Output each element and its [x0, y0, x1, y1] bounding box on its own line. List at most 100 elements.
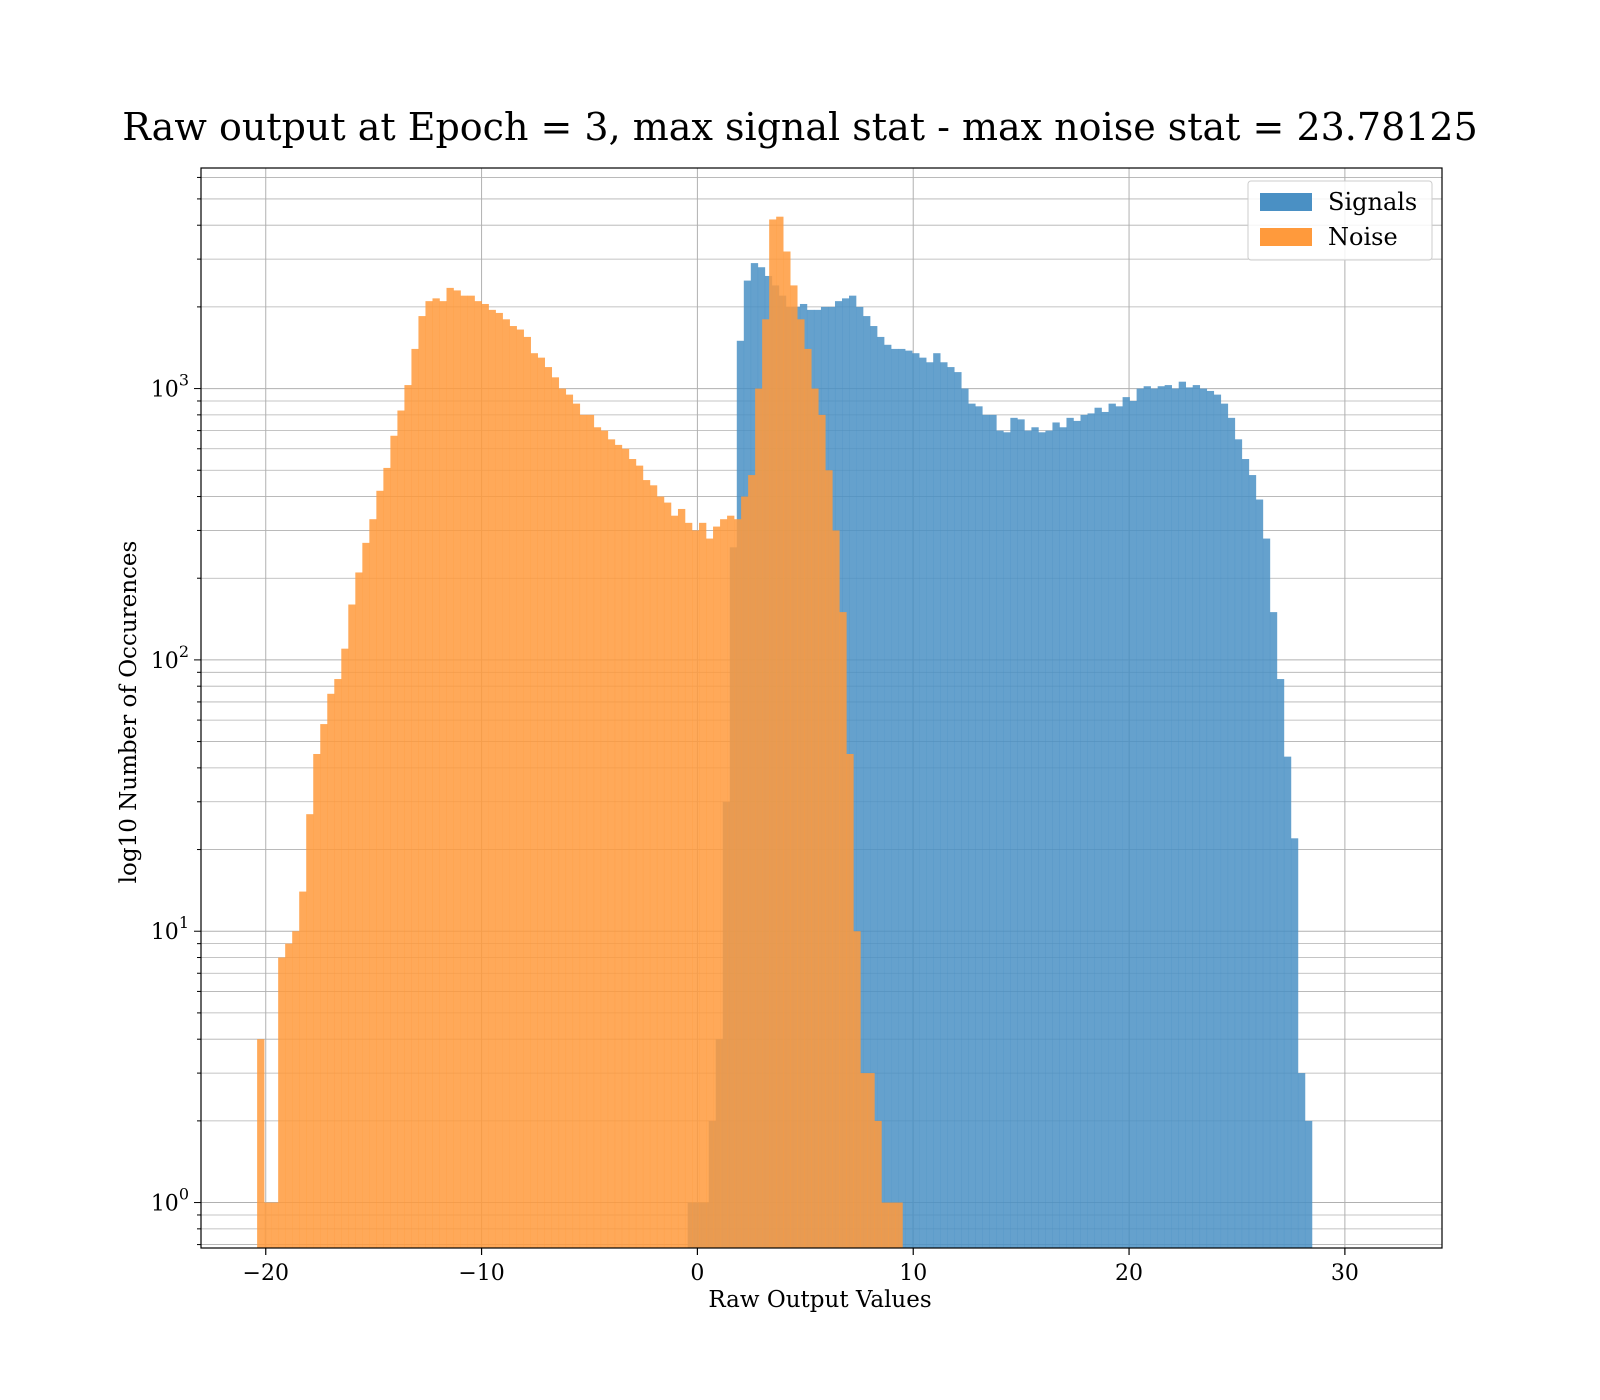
bar-noise: [572, 403, 581, 1248]
bar-noise: [334, 679, 342, 1248]
bar-noise: [769, 219, 777, 1248]
bar-noise: [285, 943, 293, 1248]
bar-signals: [877, 336, 885, 1249]
bar-signals: [982, 414, 990, 1248]
bar-signals: [975, 406, 983, 1249]
bar-signals: [1276, 679, 1285, 1248]
bar-signals: [1080, 414, 1088, 1248]
bar-signals: [1017, 419, 1025, 1249]
bar-signals: [961, 388, 969, 1248]
bar-signals: [989, 414, 997, 1248]
bar-noise: [278, 957, 286, 1248]
bar-noise: [516, 329, 524, 1249]
bar-noise: [558, 388, 567, 1248]
bar-signals: [1087, 413, 1095, 1248]
legend-swatch-noise: [1260, 228, 1312, 246]
bar-signals: [1241, 459, 1250, 1249]
bar-noise: [706, 538, 714, 1248]
bar-noise: [741, 496, 749, 1248]
bar-noise: [502, 319, 510, 1248]
bar-noise: [453, 290, 461, 1248]
bar-signals: [898, 348, 906, 1248]
bar-signals: [1003, 432, 1011, 1248]
bar-noise: [790, 285, 798, 1248]
bar-signals: [947, 367, 955, 1248]
bar-signals: [856, 306, 864, 1248]
bar-signals: [1143, 386, 1151, 1249]
bar-signals: [1115, 406, 1123, 1249]
bar-noise: [530, 353, 538, 1248]
bar-signals: [1171, 388, 1179, 1248]
bar-noise: [846, 753, 854, 1248]
bar-noise: [551, 377, 560, 1249]
y-tick-label: 103: [151, 371, 189, 403]
x-tick-label: −20: [243, 1261, 289, 1286]
bar-signals: [1136, 388, 1144, 1248]
bar-noise: [867, 1073, 875, 1248]
bar-noise: [467, 295, 475, 1249]
bar-noise: [425, 301, 433, 1248]
bar-noise: [544, 367, 553, 1248]
bar-noise: [621, 448, 630, 1248]
bar-noise: [593, 427, 602, 1249]
bar-signals: [905, 350, 913, 1248]
bar-signals: [1192, 385, 1201, 1249]
bar-noise: [888, 1202, 896, 1248]
bar-noise: [376, 490, 384, 1248]
bar-noise: [635, 465, 644, 1248]
bar-noise: [523, 336, 531, 1249]
bar-noise: [600, 430, 609, 1248]
bar-noise: [418, 316, 426, 1248]
bar-noise: [839, 612, 847, 1248]
bar-signals: [1045, 430, 1053, 1248]
bar-noise: [832, 530, 840, 1248]
bar-signals: [1073, 420, 1081, 1248]
bar-noise: [607, 439, 616, 1248]
bar-noise: [860, 1073, 868, 1248]
bar-signals: [1059, 427, 1067, 1249]
bar-signals: [954, 372, 962, 1249]
y-tick-label: 102: [151, 642, 189, 674]
bar-signals: [884, 344, 892, 1248]
bar-signals: [1220, 403, 1229, 1248]
bar-noise: [306, 814, 314, 1248]
bar-noise: [327, 693, 335, 1248]
bar-noise: [481, 303, 489, 1248]
bar-noise: [699, 522, 707, 1248]
bar-signals: [1094, 407, 1102, 1248]
bar-signals: [1262, 538, 1271, 1248]
bar-noise: [404, 385, 412, 1249]
legend-label-signals: Signals: [1328, 188, 1417, 216]
bar-noise: [439, 301, 447, 1248]
bar-signals: [1206, 390, 1215, 1248]
bar-signals: [1290, 838, 1299, 1248]
bar-signals: [933, 353, 941, 1248]
bar-noise: [271, 1202, 279, 1248]
bar-noise: [509, 326, 517, 1248]
bar-noise: [755, 388, 763, 1248]
bar-signals: [1101, 411, 1109, 1248]
x-tick-label: 20: [1115, 1261, 1143, 1286]
bar-noise: [299, 891, 307, 1248]
bar-signals: [1150, 388, 1158, 1248]
bar-noise: [649, 485, 658, 1248]
bar-noise: [734, 519, 742, 1248]
bar-signals: [1024, 430, 1032, 1248]
chart-title: Raw output at Epoch = 3, max signal stat…: [122, 105, 1478, 149]
bar-noise: [783, 251, 791, 1248]
plot-frame: [200, 167, 1443, 1249]
bar-noise: [313, 753, 321, 1248]
bar-noise: [804, 348, 812, 1248]
bar-signals: [1031, 427, 1039, 1249]
bar-noise: [874, 1120, 882, 1248]
bar-noise: [670, 515, 679, 1248]
bar-signals: [1010, 417, 1018, 1248]
series-noise: [257, 216, 903, 1249]
bar-signals: [919, 357, 927, 1248]
bar-noise: [341, 648, 349, 1248]
bar-signals: [1248, 475, 1257, 1249]
bar-signals: [870, 326, 878, 1248]
bar-signals: [1304, 1120, 1313, 1248]
bar-noise: [811, 388, 819, 1248]
bar-noise: [677, 508, 686, 1249]
